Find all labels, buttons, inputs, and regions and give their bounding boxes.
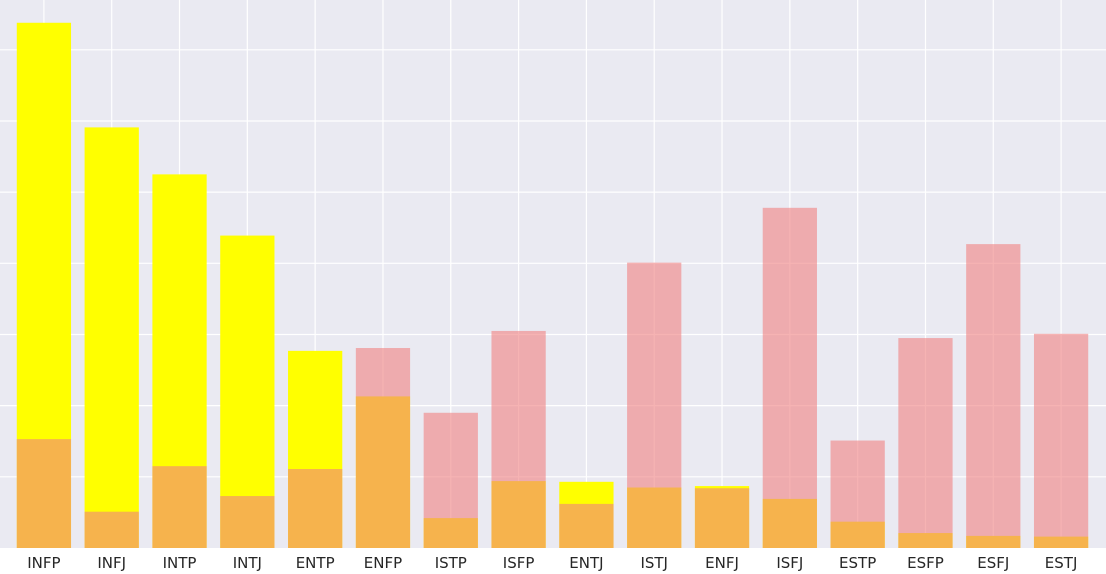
x-tick-label: ENTJ — [569, 554, 603, 572]
x-tick-label: ENTP — [296, 554, 335, 572]
bar-enfj-series-2 — [694, 488, 750, 548]
x-tick-label: INFJ — [97, 554, 126, 572]
bar-esfj-series-2 — [966, 244, 1021, 549]
x-tick-label: INTJ — [233, 554, 262, 572]
x-tick-label: ENFP — [364, 554, 402, 572]
x-tick-labels: INFP INFJ INTP INTJ ENTP ENFP ISTP ISFP ENTJ ISTJ… — [27, 554, 1077, 572]
x-tick-label: INTP — [163, 554, 197, 572]
bar-istj-series-2 — [627, 262, 682, 548]
x-tick-label: INFP — [27, 554, 60, 572]
x-tick-label: ENFJ — [705, 554, 739, 572]
bars-layer — [16, 22, 1089, 549]
bar-entp-series-2 — [288, 469, 343, 548]
x-tick-label: ISFP — [503, 554, 535, 572]
x-tick-label: ISTP — [435, 554, 467, 572]
bar-infj-series-2 — [84, 511, 139, 548]
bar-infj-series-1 — [84, 127, 139, 548]
x-tick-label: ISTJ — [640, 554, 668, 572]
x-tick-label: ESTP — [839, 554, 876, 572]
x-tick-label: ESFJ — [977, 554, 1009, 572]
bar-estp-series-2 — [830, 440, 885, 548]
bar-enfp-series-2 — [355, 348, 411, 548]
bar-infp-series-2 — [16, 439, 72, 548]
bar-esfp-series-2 — [898, 338, 953, 548]
bar-isfp-series-2 — [491, 330, 546, 548]
bar-intp-series-2 — [152, 466, 207, 548]
bar-istp-series-2 — [423, 412, 478, 548]
bar-entj-series-2 — [559, 503, 614, 548]
bar-intj-series-2 — [220, 496, 275, 548]
bar-isfj-series-2 — [762, 207, 817, 548]
bar-estj-series-2 — [1033, 333, 1089, 548]
x-tick-label: ISFJ — [776, 554, 803, 572]
x-tick-label: ESTJ — [1045, 554, 1078, 572]
x-tick-label: ESFP — [907, 554, 944, 572]
bar-intj-series-1 — [220, 235, 275, 548]
